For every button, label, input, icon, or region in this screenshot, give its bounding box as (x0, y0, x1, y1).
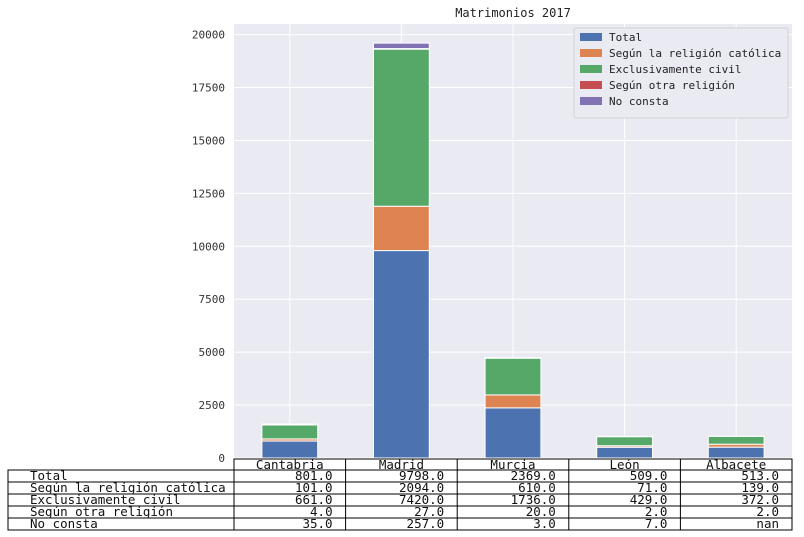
y-tick-label: 2500 (199, 399, 226, 412)
table-cell: 7.0 (645, 516, 668, 531)
bar-segment (596, 436, 654, 447)
chart-title: Matrimonios 2017 (455, 6, 571, 20)
table-cell: 7420.0 (399, 492, 444, 507)
y-tick-label: 17500 (192, 82, 225, 95)
table-cell: 9798.0 (399, 468, 444, 483)
table-row-label: Según la religión católica (30, 480, 226, 495)
table-cell: 27.0 (414, 504, 444, 519)
y-tick-label: 5000 (199, 346, 226, 359)
legend-entry: No consta (609, 95, 669, 108)
legend-swatch (580, 33, 602, 41)
bar-segment (261, 424, 319, 440)
table-cell: 661.0 (295, 492, 333, 507)
table-header-cell: Albacete (706, 457, 766, 472)
table-cell: 372.0 (741, 492, 779, 507)
legend-swatch (580, 81, 602, 89)
y-tick-label: 10000 (192, 240, 225, 253)
y-tick-label: 12500 (192, 187, 225, 200)
table-cell: 2094.0 (399, 480, 444, 495)
table-header-cell: Murcia (490, 457, 535, 472)
table-cell: 509.0 (630, 468, 668, 483)
table-cell: 4.0 (310, 504, 333, 519)
table-row-label: Según otra religión (30, 504, 173, 519)
table-cell: 35.0 (302, 516, 332, 531)
table-header-cell: Cantabria (256, 457, 324, 472)
table-cell: 610.0 (518, 480, 556, 495)
legend: Total Según la religión católica Exclusiva… (573, 27, 789, 119)
table-cell: 257.0 (407, 516, 445, 531)
y-tick-label: 0 (218, 452, 225, 465)
data-table: Cantabria Madrid Murcia León Albacete Total 80… (7, 457, 793, 531)
table-cell: 2369.0 (511, 468, 556, 483)
y-tick-label: 7500 (199, 293, 226, 306)
table-cell: 139.0 (741, 480, 779, 495)
table-row-label: Total (30, 468, 68, 483)
bar-segment (707, 435, 765, 445)
legend-entry: Exclusivamente civil (609, 63, 741, 76)
bar-segment (373, 42, 430, 50)
table-header-cell: León (610, 457, 640, 472)
table-cell: 71.0 (637, 480, 667, 495)
table-cell: 1736.0 (511, 492, 556, 507)
table-cell: 513.0 (741, 468, 779, 483)
legend-frame (573, 27, 789, 119)
table-cell: 20.0 (526, 504, 556, 519)
table-cell: 101.0 (295, 480, 333, 495)
table-cell: 801.0 (295, 468, 333, 483)
table-cell: 3.0 (533, 516, 556, 531)
bar-segment (484, 394, 542, 409)
bar-segment (261, 440, 319, 459)
legend-entry: Según la religión católica (609, 47, 781, 60)
table-cell: nan (756, 516, 779, 531)
legend-swatch (580, 65, 602, 73)
bar-segment (484, 407, 542, 459)
legend-entry: Total (609, 31, 642, 44)
y-tick-label: 15000 (192, 134, 225, 147)
bars (261, 42, 765, 459)
legend-swatch (580, 97, 602, 105)
y-axis-ticks: 0 2500 5000 7500 10000 12500 15000 17500 20000 (192, 29, 225, 465)
bar-segment (484, 357, 542, 396)
table-row-label: No consta (30, 516, 98, 531)
bar-segment (373, 205, 430, 252)
bar-segment (373, 48, 430, 207)
table-row-label: Exclusivamente civil (30, 492, 181, 507)
table-cell: 2.0 (645, 504, 668, 519)
table-cell: 2.0 (756, 504, 779, 519)
y-tick-label: 20000 (192, 29, 225, 42)
legend-entry: Según otra religión (609, 79, 735, 92)
bar-segment (261, 423, 319, 426)
bar-segment (373, 250, 430, 459)
table-header-cell: Madrid (379, 457, 424, 472)
table-cell: 429.0 (630, 492, 668, 507)
legend-swatch (580, 49, 602, 57)
